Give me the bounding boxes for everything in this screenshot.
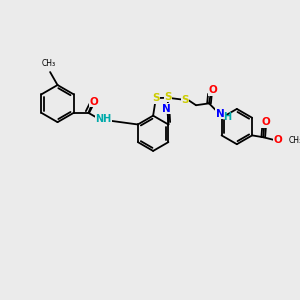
Text: CH₃: CH₃ xyxy=(41,59,55,68)
Text: CH₃: CH₃ xyxy=(288,136,300,145)
Text: H: H xyxy=(223,112,231,122)
Text: O: O xyxy=(274,135,283,145)
Text: S: S xyxy=(181,95,189,105)
Text: O: O xyxy=(262,117,270,128)
Text: NH: NH xyxy=(95,114,111,124)
Text: N: N xyxy=(216,109,224,118)
Text: O: O xyxy=(208,85,217,95)
Text: S: S xyxy=(164,92,172,102)
Text: N: N xyxy=(162,104,171,114)
Text: S: S xyxy=(152,93,160,103)
Text: O: O xyxy=(90,97,98,107)
